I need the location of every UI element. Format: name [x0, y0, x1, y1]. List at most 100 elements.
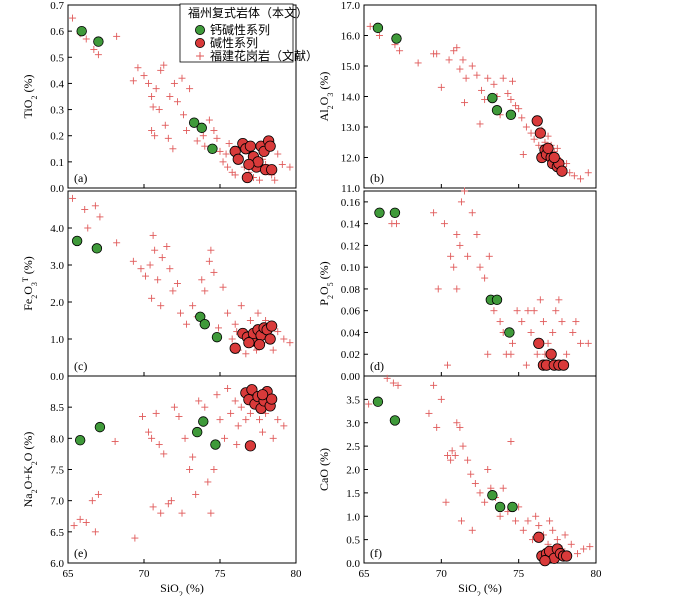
literature-point [219, 158, 227, 166]
literature-point [457, 517, 465, 525]
literature-point [274, 150, 282, 158]
literature-point [160, 450, 168, 458]
literature-point [533, 350, 541, 358]
literature-point [201, 287, 209, 295]
alkaline-point [548, 151, 560, 164]
panel-b: 11.0 12.0 13.0 14.0 15.0 16.0 17.0 Al2O3 (%) (b) [317, 0, 597, 195]
literature-point [527, 129, 535, 137]
literature-point [504, 89, 512, 97]
calc-alkaline-point [74, 435, 86, 446]
literature-point [152, 85, 160, 93]
literature-point [366, 22, 374, 30]
literature-point [437, 83, 445, 91]
literature-point [225, 140, 233, 148]
literature-point [91, 202, 99, 210]
literature-point [444, 451, 452, 459]
alkaline-point [556, 165, 568, 177]
y-tick-label: 8.0 [50, 433, 64, 445]
literature-point [131, 534, 139, 542]
alkaline-point [533, 337, 545, 349]
literature-point [173, 280, 181, 287]
literature-point [414, 59, 422, 67]
literature-point [512, 517, 520, 525]
legend-green-circle-icon [194, 24, 205, 35]
literature-point [233, 441, 241, 449]
calc-alkaline-point [196, 122, 207, 134]
literature-point [246, 317, 254, 324]
literature-point [96, 213, 104, 221]
literature-point [160, 61, 168, 69]
literature-point [447, 456, 455, 464]
literature-point [113, 32, 121, 40]
literature-point [195, 397, 203, 405]
literature-point [148, 93, 156, 100]
literature-point [459, 442, 467, 450]
literature-point [76, 515, 84, 523]
calc-alkaline-point [491, 105, 503, 116]
y-tick-label: 0.1 [50, 157, 64, 169]
calc-alkaline-point [210, 439, 221, 450]
literature-point [425, 409, 433, 417]
literature-point [149, 103, 157, 111]
alkaline-point [243, 337, 255, 349]
literature-point [271, 176, 279, 184]
literature-point [462, 74, 470, 82]
literature-point [137, 265, 145, 273]
literature-point [176, 309, 184, 317]
literature-point [166, 93, 174, 100]
y-tick-label: 0.0 [50, 183, 64, 195]
literature-point [433, 423, 441, 431]
calc-alkaline-point [389, 207, 401, 218]
panel-label: (d) [370, 359, 384, 373]
literature-point [577, 339, 585, 347]
y-tick-label: 0.04 [341, 327, 361, 339]
literature-point [549, 328, 557, 336]
literature-point [183, 320, 191, 328]
literature-point [231, 171, 239, 179]
literature-point [214, 324, 222, 332]
y-tick-label: 0.7 [50, 0, 64, 12]
literature-point [524, 307, 532, 315]
literature-point [91, 528, 99, 536]
literature-point [467, 470, 475, 478]
literature-point [365, 400, 373, 408]
literature-point [553, 536, 561, 544]
literature-point [450, 263, 458, 271]
y-tick-label: 2.0 [50, 297, 64, 309]
y-tick-label: 0.02 [341, 349, 360, 361]
literature-point [149, 231, 157, 239]
y-tick-label: 15.0 [341, 61, 361, 73]
alkaline-point [244, 440, 256, 452]
literature-point [476, 120, 484, 128]
literature-point [227, 409, 235, 417]
y-tick-label: 8.5 [50, 402, 64, 414]
x-tick-label: 65 [359, 568, 371, 580]
literature-point [496, 512, 504, 520]
literature-point [383, 374, 391, 382]
literature-point [183, 126, 191, 134]
literature-point [69, 194, 77, 202]
y-tick-label: 0.16 [341, 197, 361, 209]
literature-point [392, 220, 400, 228]
y-tick-label: 0.2 [50, 131, 64, 143]
literature-point [205, 257, 213, 265]
literature-point [213, 391, 221, 399]
literature-point [478, 86, 486, 94]
literature-point [164, 134, 172, 142]
literature-point [219, 283, 227, 291]
literature-point [155, 106, 163, 114]
literature-point [561, 531, 569, 539]
literature-point [553, 144, 561, 152]
literature-point [499, 74, 507, 82]
y-tick-label: 0.0 [346, 558, 360, 570]
alkaline-point [241, 171, 253, 184]
calc-alkaline-point [198, 416, 209, 427]
literature-point [148, 434, 156, 442]
literature-point [161, 121, 169, 129]
literature-point [519, 150, 527, 158]
literature-point [138, 413, 146, 421]
y-tick-label: 0.12 [341, 240, 360, 252]
literature-point [157, 66, 165, 74]
legend-item-literature: 福建花岗岩（文献） [210, 48, 318, 63]
literature-point [237, 403, 245, 411]
